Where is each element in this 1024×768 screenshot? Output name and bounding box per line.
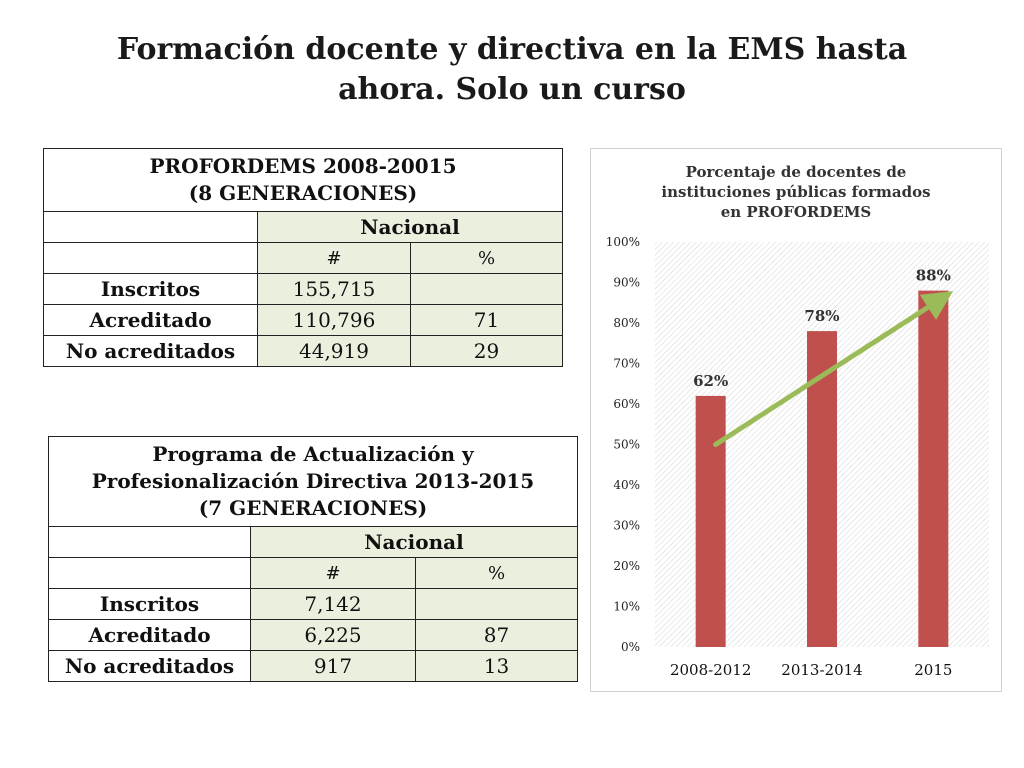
percent-column-header: % (415, 557, 578, 589)
count-cell: 155,715 (257, 273, 411, 305)
bar (695, 395, 726, 647)
column-group-header: Nacional (257, 211, 563, 243)
table-header-line: (8 GENERACIONES) (188, 181, 418, 205)
row-label: Inscritos (48, 588, 251, 620)
y-tick-label: 30% (613, 519, 640, 533)
profordems-chart: Porcentaje de docentes de instituciones … (590, 148, 1002, 692)
profordems-table-header: PROFORDEMS 2008-20015 (8 GENERACIONES) (43, 148, 563, 212)
count-cell: 917 (250, 650, 416, 682)
y-tick-label: 50% (613, 438, 640, 452)
x-category-label: 2008-2012 (670, 661, 751, 679)
chart-title-line: en PROFORDEMS (721, 203, 872, 221)
percent-cell: 29 (410, 335, 563, 367)
row-label: Inscritos (43, 273, 258, 305)
y-tick-label: 10% (613, 600, 640, 614)
count-column-header: # (257, 242, 411, 274)
empty-cell (48, 557, 251, 589)
y-tick-label: 0% (621, 640, 640, 654)
table-header-line: PROFORDEMS 2008-20015 (149, 154, 457, 178)
count-cell: 110,796 (257, 304, 411, 336)
table-row: No acreditados 44,919 29 (43, 335, 563, 367)
count-cell: 6,225 (250, 619, 416, 651)
y-tick-label: 40% (613, 478, 640, 492)
empty-cell (43, 242, 258, 274)
profordems-table: PROFORDEMS 2008-20015 (8 GENERACIONES) N… (43, 148, 563, 367)
table-header-line: (7 GENERACIONES) (198, 496, 428, 520)
trend-arrow (713, 291, 954, 447)
table-row: Inscritos 7,142 (48, 588, 578, 620)
percent-cell: 71 (410, 304, 563, 336)
y-tick-label: 80% (613, 316, 640, 330)
table-row: Inscritos 155,715 (43, 273, 563, 305)
empty-cell (48, 526, 251, 558)
y-tick-label: 100% (606, 235, 640, 249)
percent-cell (415, 588, 578, 620)
chart-title-line: Porcentaje de docentes de (686, 163, 907, 181)
count-column-header: # (250, 557, 416, 589)
row-label: Acreditado (43, 304, 258, 336)
row-label: No acreditados (43, 335, 258, 367)
chart-title-line: instituciones públicas formados (661, 183, 930, 201)
percent-column-header: % (410, 242, 563, 274)
y-tick-label: 90% (613, 276, 640, 290)
row-label: Acreditado (48, 619, 251, 651)
table-row: Acreditado 110,796 71 (43, 304, 563, 336)
directiva-table-header: Programa de Actualización y Profesionali… (48, 436, 578, 527)
table-row: Acreditado 6,225 87 (48, 619, 578, 651)
column-group-header: Nacional (250, 526, 578, 558)
data-label: 78% (804, 307, 839, 325)
slide-title: Formación docente y directiva en la EMS … (116, 32, 908, 107)
table-header-line: Programa de Actualización y (152, 442, 474, 466)
percent-cell: 13 (415, 650, 578, 682)
y-tick-label: 70% (613, 357, 640, 371)
percent-cell: 87 (415, 619, 578, 651)
x-category-label: 2013-2014 (781, 661, 862, 679)
percent-cell (410, 273, 563, 305)
y-tick-label: 20% (613, 559, 640, 573)
data-label: 62% (693, 372, 728, 390)
empty-cell (43, 211, 258, 243)
table-row: No acreditados 917 13 (48, 650, 578, 682)
table-header-line: Profesionalización Directiva 2013-2015 (91, 469, 535, 493)
bar (918, 290, 949, 647)
chart-svg: Porcentaje de docentes de instituciones … (606, 163, 989, 679)
count-cell: 44,919 (257, 335, 411, 367)
y-tick-label: 60% (613, 397, 640, 411)
row-label: No acreditados (48, 650, 251, 682)
count-cell: 7,142 (250, 588, 416, 620)
data-label: 88% (916, 267, 951, 285)
x-category-label: 2015 (914, 661, 952, 679)
directiva-table: Programa de Actualización y Profesionali… (48, 436, 578, 682)
